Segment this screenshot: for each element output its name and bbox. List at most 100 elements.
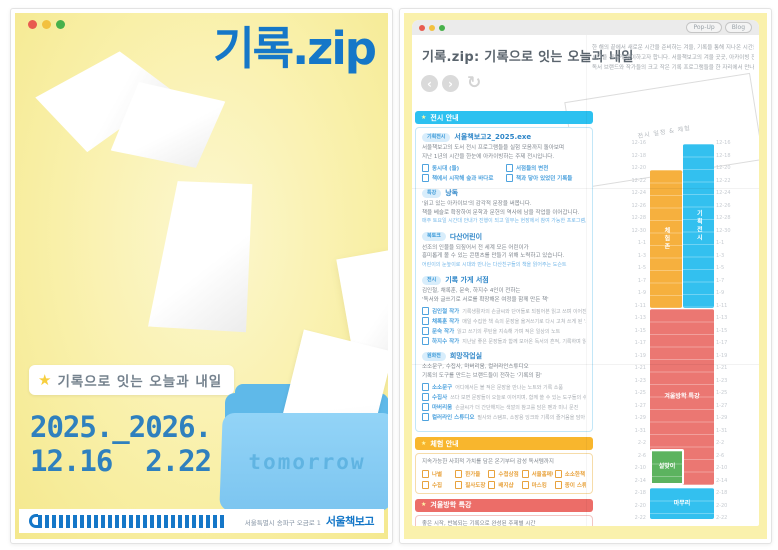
timeline-date-left: 12-16 bbox=[631, 140, 646, 146]
file-icon bbox=[422, 480, 429, 489]
zipper-teeth bbox=[38, 514, 224, 528]
file-item[interactable]: 배지샵 bbox=[488, 480, 519, 489]
timeline-date-right: 1-3 bbox=[716, 253, 725, 259]
program-desc: 흥미롭게 볼 수 있는 콘텐츠를 만들기 위해 노력하고 있습니다. bbox=[422, 253, 565, 260]
folder-illustration: tomorrow bbox=[219, 329, 388, 511]
program-desc: 선조의 인물을 되짚어서 전 세계 모든 어린이가 bbox=[422, 244, 529, 251]
timeline-date-right: 12-22 bbox=[716, 178, 731, 184]
footer-address-block: 서울특별시 송파구 오금로 1 서울책보고 bbox=[245, 513, 375, 529]
file-icon bbox=[422, 307, 429, 316]
file-icon bbox=[422, 337, 429, 346]
intro-line: 독서 브랜드와 작가들의 크고 작은 기록 프로그램들을 한 자리에서 만나볼 … bbox=[592, 64, 754, 71]
file-name: 소소문구 bbox=[432, 385, 453, 392]
program-title: 낭독 bbox=[445, 189, 459, 198]
program-desc: 서울책보고의 도서 전시 프로그램들을 실험 모음까지 돌아보며 bbox=[422, 145, 565, 151]
timeline-date-left: 12-28 bbox=[631, 215, 646, 221]
red-dot-icon bbox=[419, 24, 425, 31]
file-item[interactable]: 나별 bbox=[422, 469, 453, 478]
forward-button[interactable]: › bbox=[442, 75, 459, 92]
file-name: 채록훈 작가 bbox=[432, 319, 460, 326]
timeline-date-right: 12-26 bbox=[716, 203, 731, 209]
file-item[interactable]: 수첩상점 bbox=[488, 469, 519, 478]
timeline-date-right: 1-1 bbox=[716, 240, 725, 246]
file-icon bbox=[422, 469, 429, 478]
file-item[interactable]: 서울홈메이드 bbox=[521, 469, 553, 478]
titlebar-tab[interactable]: Blog bbox=[724, 21, 752, 34]
file-item[interactable]: 필사도장 bbox=[455, 480, 486, 489]
timeline-date-right: 12-20 bbox=[716, 165, 731, 171]
file-icon bbox=[554, 469, 562, 478]
intro-line: 시간을 새롭게 맞이하고자 합니다. 서울책보고의 겨울 곳곳, 아카이빙 전시… bbox=[592, 54, 754, 61]
file-desc: 매일 수집한 책 속의 문장을 옮겨쓰기로 다시 고쳐 쓰게 된 '오늘 독서'… bbox=[462, 318, 586, 325]
timeline-date-left: 12-24 bbox=[631, 190, 646, 196]
file-item[interactable]: 수집 bbox=[422, 480, 453, 489]
program-desc: 책을 베슬로 확장하여 문학과 문헌의 역사에 남을 작업을 이어갑니다. bbox=[422, 209, 580, 216]
file-item[interactable]: 한가을 bbox=[455, 469, 486, 478]
file-item[interactable]: 소소한책 bbox=[554, 469, 586, 478]
tagline-badge: ★ 기록으로 잇는 오늘과 내일 bbox=[29, 365, 235, 395]
timeline-date-right: 1-31 bbox=[716, 428, 728, 434]
titlebar-tabs: Pop-Up Blog bbox=[686, 21, 752, 34]
file-item[interactable]: 동시대 (들) bbox=[422, 164, 502, 173]
program-desc: 지난 1년의 시간을 한눈에 아카이빙하는 주제 전시입니다. bbox=[422, 153, 555, 160]
program-note: 매주 토요일 시간대 안내가 진행이 되고 일부는 현장에서 참여 가능한 프로… bbox=[422, 218, 586, 225]
file-item[interactable]: 채록훈 작가 매일 수집한 책 속의 문장을 옮겨쓰기로 다시 고쳐 쓰게 된 '… bbox=[422, 317, 586, 326]
timeline-date-right: 12-30 bbox=[716, 228, 731, 234]
file-name: 마버리움 bbox=[432, 405, 453, 412]
file-name: 필사도장 bbox=[465, 482, 486, 489]
browser-window: Pop-Up Blog 기록.zip: 기록으로 잇는 오늘과 내일 한 해의 끝… bbox=[412, 20, 759, 526]
folder-label: tomorrow bbox=[248, 450, 366, 474]
timeline-date-right: 1-13 bbox=[716, 315, 728, 321]
section-header-experience: ★ 체험 안내 bbox=[415, 437, 593, 451]
browser-content: 기록.zip: 기록으로 잇는 오늘과 내일 한 해의 끝에서 새로운 시간을 … bbox=[412, 35, 759, 526]
program-note: 어린이의 눈높이로 시대와 만나는 다산친구들의 책을 읽어주는 도슨트 bbox=[422, 261, 567, 268]
file-item[interactable]: 문숙 작가 읽고 쓰기의 루틴을 지속해 가며 적은 일상의 노트 bbox=[422, 327, 586, 336]
back-button[interactable]: ‹ bbox=[421, 75, 438, 92]
timeline-date-right: 1-9 bbox=[716, 290, 725, 296]
yellow-dot-icon bbox=[42, 20, 51, 29]
file-item[interactable]: 소소문구 어디에서든 볼 적은 문장을 만나는 노트와 기록 소품 bbox=[422, 383, 586, 392]
timeline-date-right: 12-24 bbox=[716, 190, 731, 196]
timeline-bar-label: 기획전시 bbox=[695, 210, 703, 242]
titlebar-tab[interactable]: Pop-Up bbox=[686, 21, 722, 34]
file-item[interactable]: 서점들의 변천 bbox=[506, 164, 586, 173]
zipper-pull-icon bbox=[29, 514, 38, 528]
file-icon bbox=[422, 403, 429, 412]
timeline-date-left: 1-27 bbox=[634, 403, 646, 409]
file-item[interactable]: 마버리움 손글씨가 더 간단해지는 색깔의 참고를 담은 펜과 미니 문진 bbox=[422, 403, 586, 412]
file-icon bbox=[422, 413, 429, 422]
timeline-date-left: 1-13 bbox=[634, 315, 646, 321]
file-item[interactable]: 종이 스튜디오 bbox=[554, 480, 586, 489]
file-item[interactable]: 마스킹 bbox=[521, 480, 553, 489]
timeline-date-right: 1-7 bbox=[716, 278, 725, 284]
green-dot-icon bbox=[439, 24, 445, 31]
file-desc: 지난날 좋은 문장들과 함께 모아온 독서의 흔적, 기록하며 읽는 계절의 단… bbox=[462, 338, 586, 345]
red-dot-icon bbox=[28, 20, 37, 29]
file-icon bbox=[488, 480, 496, 489]
section-label: 체험 안내 bbox=[430, 439, 459, 448]
file-item[interactable]: 책에서 시작해 숲과 바다로 bbox=[422, 174, 502, 183]
refresh-icon[interactable]: ↻ bbox=[467, 73, 482, 93]
timeline-bar-seollal: 설맞이 bbox=[650, 449, 684, 485]
file-icon bbox=[455, 480, 463, 489]
program-sections: ★ 전시 안내 기획전시 서울책보고2_2025.exe 서울책보고의 도서 전시 … bbox=[415, 111, 593, 526]
green-dot-icon bbox=[56, 20, 65, 29]
file-item[interactable]: 책과 닿아 있었던 기록들 bbox=[506, 174, 586, 183]
page-title: 기록.zip: 기록으로 잇는 오늘과 내일 bbox=[422, 50, 634, 65]
section-header-winter: ★ 겨울방학 특강 bbox=[415, 498, 593, 512]
program-desc: '읽고 있는 아카이브'의 감각적 문장을 써봅니다. bbox=[422, 201, 532, 208]
timeline-date-right: 1-5 bbox=[716, 265, 725, 271]
file-item[interactable]: 수집사 쓰다 보면 문장들이 오늘로 이어지며, 함께 쓸 수 있는 도구들의 수… bbox=[422, 393, 586, 402]
timeline-date-left: 1-1 bbox=[637, 240, 646, 246]
program-item: 전시 기록 가게 서점 김인철, 채록훈, 문숙, 하지수 4인이 전하는 '독서와 … bbox=[422, 275, 586, 346]
program-desc: 김인철, 채록훈, 문숙, 하지수 4인이 전하는 bbox=[422, 288, 521, 295]
timeline-date-left: 1-19 bbox=[634, 353, 646, 359]
browser-titlebar: Pop-Up Blog bbox=[412, 20, 759, 35]
timeline-bar-label: 설맞이 bbox=[658, 463, 676, 471]
program-item: 북토크 다산어린이 선조의 인물을 되짚어서 전 세계 모든 어린이가 흥미롭게 볼 … bbox=[422, 232, 586, 270]
timeline-date-left: 2-10 bbox=[634, 465, 646, 471]
